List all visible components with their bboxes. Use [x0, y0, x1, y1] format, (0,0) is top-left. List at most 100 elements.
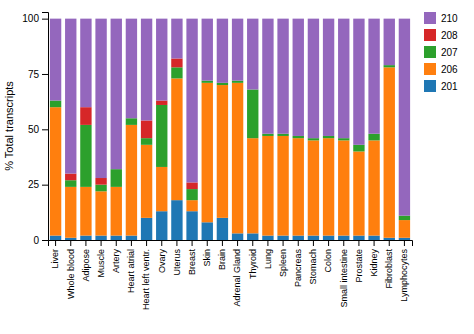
bar — [399, 238, 410, 240]
tick-label: Kidney — [369, 249, 379, 277]
tick: 100 — [22, 13, 48, 24]
tick-label: Spleen — [278, 249, 288, 277]
tick-label: Brain — [217, 249, 227, 270]
x-axis: LiverWhole bloodAdiposeMuscleArteryHeart… — [49, 240, 413, 310]
bar — [126, 236, 137, 240]
legend-label: 207 — [441, 47, 458, 58]
tick-label: Artery — [111, 249, 121, 274]
bar — [232, 19, 243, 81]
tick-label: 100 — [22, 13, 39, 24]
bar — [171, 58, 182, 67]
tick: Artery — [111, 240, 121, 273]
tick-label: 50 — [28, 124, 40, 135]
y-axis-title: % Total transcripts — [3, 81, 15, 171]
tick-mark — [404, 240, 405, 246]
tick-mark — [42, 185, 48, 186]
bar — [50, 19, 61, 101]
tick: Fibroblast — [384, 240, 394, 289]
bar — [80, 236, 91, 240]
series — [50, 19, 410, 216]
bar — [202, 83, 213, 222]
tick-label: Breast — [187, 249, 197, 276]
bar — [293, 236, 304, 240]
bar — [338, 140, 349, 235]
legend-label: 206 — [441, 64, 458, 75]
bar — [353, 236, 364, 240]
bar — [338, 19, 349, 139]
tick-label: Colon — [323, 249, 333, 273]
bar — [156, 167, 167, 211]
tick: 75 — [28, 69, 48, 80]
tick-label: Prostate — [354, 249, 364, 283]
bar — [247, 138, 258, 233]
bar — [353, 151, 364, 235]
bar — [156, 101, 167, 105]
tick: 25 — [28, 179, 48, 190]
tick: Skin — [202, 240, 212, 267]
legend-item: 201 — [424, 80, 458, 92]
tick: Small intestine — [339, 240, 349, 308]
plot: LiverWhole bloodAdiposeMuscleArteryHeart… — [22, 13, 412, 311]
bar — [217, 85, 228, 218]
tick-label: Lung — [263, 249, 273, 269]
bar — [232, 83, 243, 234]
bar — [399, 220, 410, 238]
tick-mark — [283, 240, 284, 246]
tick: Adipose — [81, 240, 91, 282]
bar — [156, 211, 167, 240]
axis-line — [42, 13, 49, 241]
tick-label: Heart atrial — [126, 249, 136, 293]
bar — [308, 138, 319, 140]
tick-mark — [207, 240, 208, 246]
tick-label: Adrenal Gland — [232, 249, 242, 307]
bar — [308, 140, 319, 235]
bar — [247, 233, 258, 240]
tick-mark — [313, 240, 314, 246]
tick: Adrenal Gland — [232, 240, 242, 307]
bar — [141, 120, 152, 138]
tick: Spleen — [278, 240, 288, 277]
tick-mark — [222, 240, 223, 246]
tick-mark — [42, 74, 48, 75]
bar — [368, 19, 379, 134]
bar — [277, 134, 288, 136]
tick-mark — [55, 240, 56, 246]
tick-mark — [42, 240, 48, 241]
tick-label: Thyroid — [248, 249, 258, 279]
bar — [247, 19, 258, 90]
bar — [95, 191, 106, 235]
legend-swatch — [424, 80, 436, 92]
tick-mark — [85, 240, 86, 246]
legend-label: 208 — [441, 30, 458, 41]
bar — [262, 134, 273, 136]
bar — [80, 187, 91, 236]
tick-mark — [389, 240, 390, 246]
legend-swatch — [424, 63, 436, 75]
tick-label: 25 — [28, 179, 40, 190]
tick-mark — [116, 240, 117, 246]
y-axis: 0255075100 — [22, 13, 48, 246]
bar — [111, 236, 122, 240]
bar — [202, 222, 213, 240]
bar — [232, 233, 243, 240]
bar — [65, 174, 76, 181]
legend-swatch — [424, 29, 436, 41]
tick: Kidney — [369, 240, 379, 277]
tick-mark — [358, 240, 359, 246]
bar — [384, 238, 395, 240]
tick-mark — [131, 240, 132, 246]
tick-mark — [328, 240, 329, 246]
bar — [186, 189, 197, 200]
bar — [80, 19, 91, 108]
chart: LiverWhole bloodAdiposeMuscleArteryHeart… — [0, 0, 474, 334]
bar — [384, 65, 395, 67]
bar — [338, 236, 349, 240]
tick: Liver — [50, 240, 60, 269]
bar — [50, 236, 61, 240]
tick-mark — [42, 129, 48, 130]
bar — [156, 105, 167, 167]
tick: Brain — [217, 240, 227, 270]
bar — [156, 19, 167, 101]
bar — [111, 187, 122, 236]
bar — [95, 19, 106, 178]
